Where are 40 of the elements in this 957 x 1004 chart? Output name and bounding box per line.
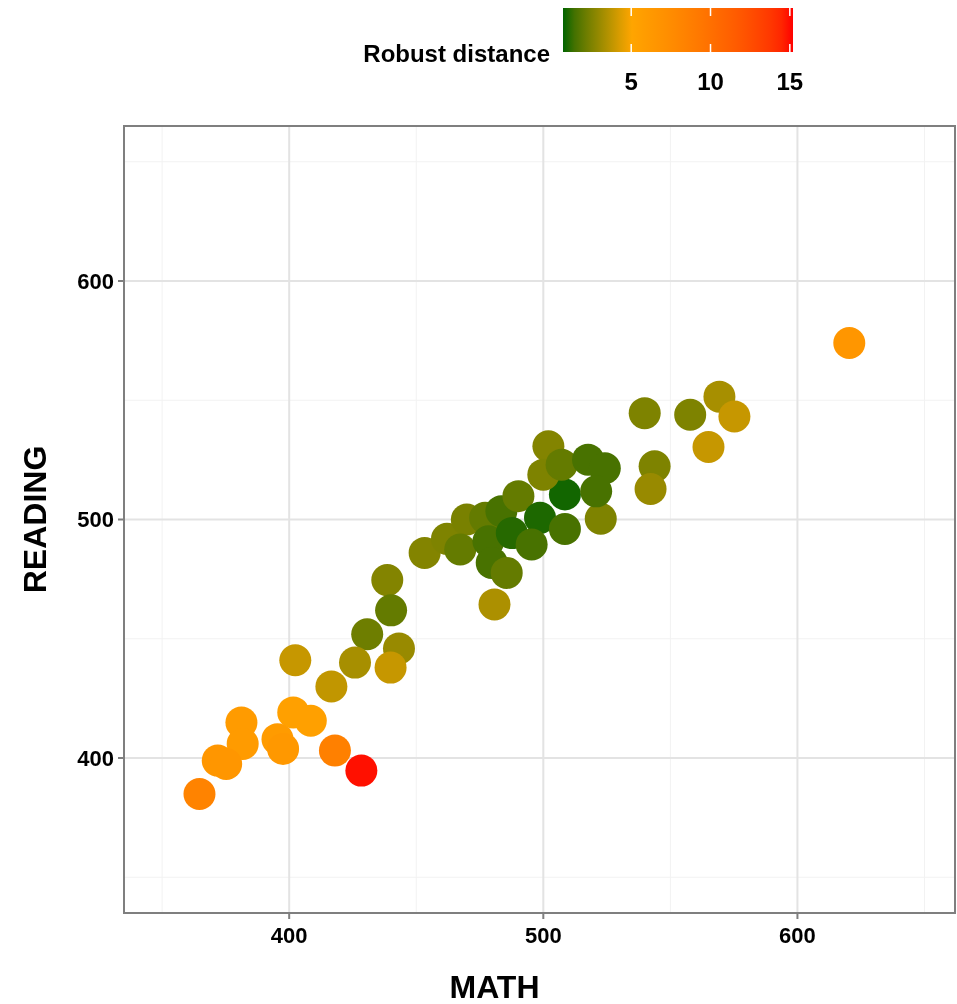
color-bar-label: 15 bbox=[776, 68, 804, 95]
point bbox=[375, 594, 408, 627]
point bbox=[478, 588, 511, 621]
point bbox=[339, 646, 371, 679]
x-tick-label: 500 bbox=[524, 923, 562, 948]
y-axis-title: READING bbox=[17, 445, 53, 594]
point bbox=[294, 704, 327, 737]
point bbox=[490, 556, 523, 589]
point bbox=[444, 533, 477, 566]
point bbox=[634, 472, 667, 505]
color-bar-label: 10 bbox=[697, 68, 724, 95]
point bbox=[584, 502, 617, 535]
color-bar-label: 5 bbox=[624, 68, 638, 95]
x-tick-label: 600 bbox=[779, 923, 816, 948]
y-tick-label: 600 bbox=[77, 268, 114, 294]
point bbox=[371, 564, 404, 597]
color-bar-title: Robust distance bbox=[363, 40, 550, 67]
point bbox=[315, 670, 348, 703]
point bbox=[374, 651, 407, 684]
y-tick-label: 400 bbox=[77, 745, 114, 771]
point bbox=[279, 644, 312, 677]
point bbox=[718, 400, 751, 433]
point bbox=[548, 478, 581, 511]
point bbox=[515, 528, 548, 561]
point bbox=[548, 513, 581, 546]
point bbox=[183, 778, 216, 810]
x-tick-label: 400 bbox=[270, 923, 308, 948]
point bbox=[318, 734, 351, 767]
x-axis-title: MATH bbox=[449, 969, 540, 1004]
point bbox=[351, 618, 384, 651]
point bbox=[502, 480, 535, 513]
point bbox=[580, 475, 613, 508]
point bbox=[408, 536, 441, 569]
point bbox=[692, 431, 725, 463]
point bbox=[345, 754, 378, 787]
point bbox=[628, 397, 661, 430]
y-tick-label: 500 bbox=[77, 507, 114, 533]
point bbox=[545, 448, 578, 481]
point bbox=[833, 327, 866, 360]
point bbox=[674, 398, 707, 431]
